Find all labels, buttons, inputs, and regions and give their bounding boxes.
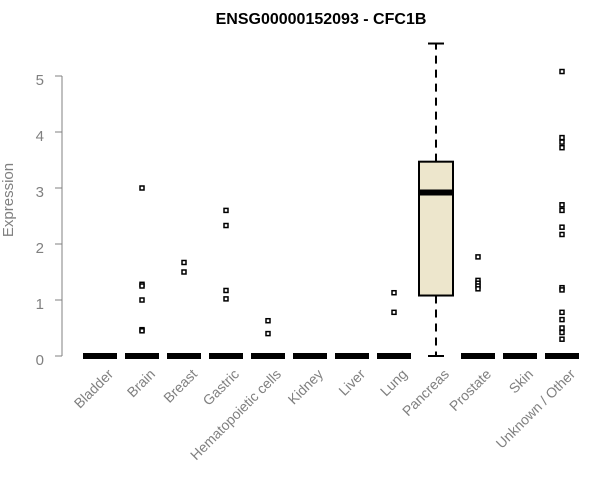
y-tick-label: 2 (36, 240, 44, 257)
box-gastric (209, 207, 243, 359)
x-tick-label: Lung (377, 366, 410, 399)
box-lung (377, 289, 411, 359)
outlier-point (223, 222, 229, 229)
outlier-point (559, 287, 565, 293)
outlier-point (139, 283, 145, 289)
outlier-point (181, 269, 187, 275)
outlier-point (475, 286, 481, 292)
outlier-point (559, 224, 565, 230)
x-tick-label: Unknown / Other (493, 366, 579, 452)
outlier-point (139, 297, 145, 303)
chart-title: ENSG00000152093 - CFC1B (216, 11, 427, 28)
plot-area (83, 42, 579, 359)
outlier-point (559, 68, 565, 75)
x-tick-label: Breast (160, 366, 200, 406)
outlier-point (559, 316, 565, 323)
x-tick-label: Pancreas (399, 366, 452, 419)
outlier-point (559, 202, 565, 208)
outlier-point (559, 231, 565, 238)
box-unknown-other (545, 68, 579, 359)
outlier-point (391, 289, 397, 296)
y-tick-label: 1 (36, 296, 44, 313)
box-brain (125, 185, 159, 359)
y-axis: 0 1 2 3 4 5 (36, 72, 63, 369)
outlier-point (223, 207, 229, 214)
box-hematopoietic-cells (251, 317, 285, 359)
y-tick-label: 5 (36, 72, 44, 89)
outlier-point (223, 296, 229, 302)
y-tick-label: 4 (36, 128, 44, 145)
outlier-point (559, 144, 565, 151)
y-tick-label: 3 (36, 184, 44, 201)
outlier-point (559, 325, 565, 331)
x-tick-label: Liver (335, 366, 368, 399)
outlier-point (475, 254, 481, 260)
outlier-point (559, 309, 565, 316)
outlier-point (223, 287, 229, 294)
outlier-point (139, 185, 145, 191)
outlier-point (559, 207, 565, 214)
box-pancreas (418, 42, 454, 357)
x-tick-label: Bladder (71, 366, 117, 412)
outlier-point (265, 317, 271, 324)
box-prostate (461, 254, 495, 359)
outlier-point (265, 330, 271, 337)
outlier-point (139, 328, 145, 334)
y-tick-label: 0 (36, 352, 44, 369)
x-tick-label: Brain (124, 366, 158, 400)
outlier-point (559, 134, 565, 141)
box-iqr (418, 160, 454, 297)
x-tick-label: Skin (506, 366, 537, 397)
x-tick-label: Prostate (446, 366, 494, 414)
outlier-point (181, 259, 187, 266)
y-axis-label: Expression (0, 163, 17, 237)
outlier-point (391, 309, 397, 316)
box-breast (167, 259, 201, 359)
outlier-point (559, 329, 565, 336)
x-tick-label: Kidney (285, 366, 327, 408)
outlier-point (559, 139, 565, 145)
outlier-point (559, 336, 565, 342)
